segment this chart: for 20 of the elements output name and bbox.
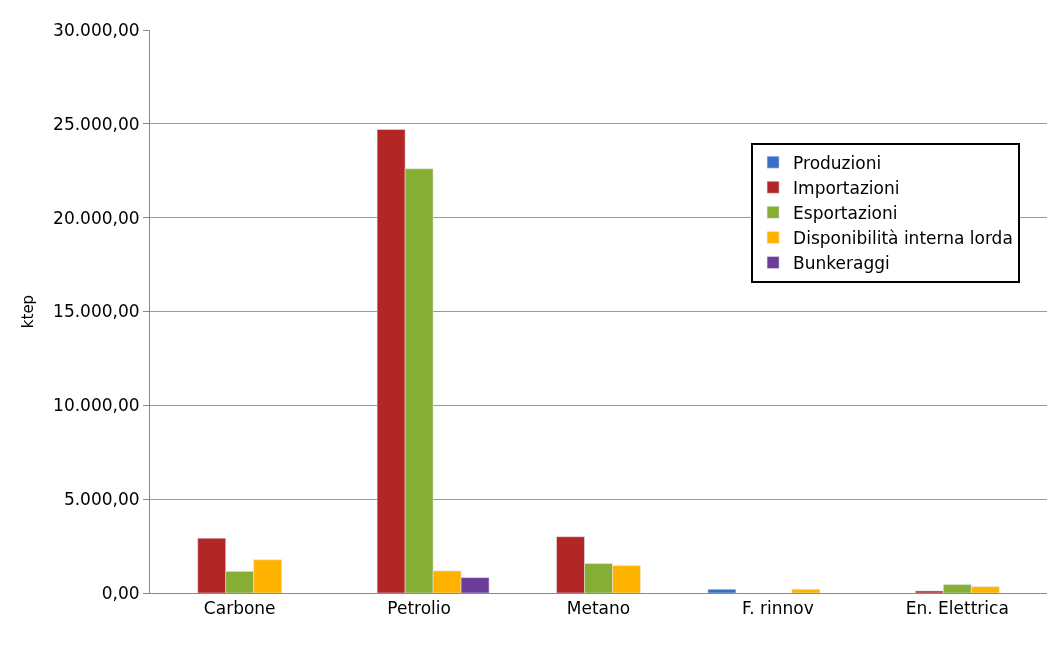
legend-label: Bunkeraggi [793,253,890,274]
x-tick-label: F. rinnov [742,598,814,619]
legend-label: Importazioni [793,177,900,198]
x-tick-label: Petrolio [387,598,451,619]
bar [791,589,821,593]
legend-label: Disponibilità interna lorda [793,228,1013,249]
y-tick-label: 15.000,00 [53,301,140,322]
y-tick-label: 30.000,00 [53,19,140,40]
legend-label: Produzioni [793,152,882,173]
y-tick-label: 0,00 [101,582,140,603]
x-tick-label: Metano [566,598,631,619]
y-tick-label: 5.000,00 [63,489,140,510]
x-tick-label: Carbone [203,598,276,619]
x-tick-label: En. Elettrica [905,598,1009,619]
bar [707,589,737,593]
legend-label: Esportazioni [793,202,898,223]
y-tick-label: 20.000,00 [53,207,140,228]
y-axis-title: ktep [19,294,38,329]
y-tick-label: 25.000,00 [53,113,140,134]
y-tick-label: 10.000,00 [53,395,140,416]
